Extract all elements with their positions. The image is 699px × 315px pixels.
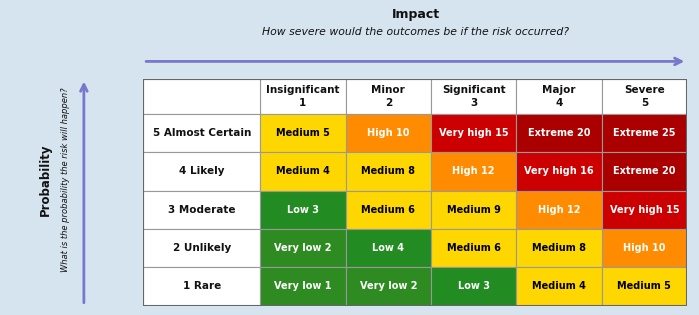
- Text: High 12: High 12: [452, 166, 495, 176]
- Text: High 10: High 10: [367, 128, 410, 138]
- Text: Low 3: Low 3: [287, 205, 319, 215]
- Text: Medium 5: Medium 5: [617, 281, 671, 291]
- Text: Very low 2: Very low 2: [359, 281, 417, 291]
- Bar: [602, 79, 687, 114]
- Bar: [143, 267, 260, 306]
- Bar: [143, 114, 260, 152]
- Bar: [602, 114, 687, 152]
- Bar: [431, 114, 517, 152]
- Text: High 10: High 10: [624, 243, 665, 253]
- Bar: [517, 114, 602, 152]
- Bar: [517, 79, 602, 114]
- Text: Very low 1: Very low 1: [274, 281, 331, 291]
- Bar: [260, 114, 345, 152]
- Text: Medium 8: Medium 8: [532, 243, 586, 253]
- Text: Extreme 20: Extreme 20: [528, 128, 590, 138]
- Bar: [345, 79, 431, 114]
- Text: What is the probability the risk will happen?: What is the probability the risk will ha…: [61, 87, 69, 272]
- Bar: [260, 79, 345, 114]
- Text: Medium 6: Medium 6: [447, 243, 500, 253]
- Text: 3 Moderate: 3 Moderate: [168, 205, 236, 215]
- Bar: [260, 191, 345, 229]
- Text: Probability: Probability: [39, 143, 52, 216]
- Text: Extreme 25: Extreme 25: [613, 128, 676, 138]
- Bar: [345, 114, 431, 152]
- Bar: [260, 229, 345, 267]
- Text: Impact: Impact: [392, 8, 440, 21]
- Text: 4 Likely: 4 Likely: [179, 166, 224, 176]
- Bar: [143, 229, 260, 267]
- Text: Major
4: Major 4: [542, 85, 576, 107]
- Bar: [345, 152, 431, 191]
- Bar: [260, 267, 345, 306]
- Bar: [431, 191, 517, 229]
- Text: Medium 6: Medium 6: [361, 205, 415, 215]
- Bar: [602, 152, 687, 191]
- Text: Low 3: Low 3: [458, 281, 490, 291]
- Bar: [602, 267, 687, 306]
- Text: Very high 16: Very high 16: [524, 166, 594, 176]
- Text: How severe would the outcomes be if the risk occurred?: How severe would the outcomes be if the …: [262, 27, 570, 37]
- Text: Insignificant
1: Insignificant 1: [266, 85, 340, 107]
- Text: Medium 4: Medium 4: [276, 166, 330, 176]
- Text: 5 Almost Certain: 5 Almost Certain: [152, 128, 251, 138]
- Text: Medium 9: Medium 9: [447, 205, 500, 215]
- Bar: [431, 229, 517, 267]
- Bar: [345, 229, 431, 267]
- Text: Medium 4: Medium 4: [532, 281, 586, 291]
- Bar: [517, 267, 602, 306]
- Bar: [143, 79, 260, 114]
- Bar: [602, 229, 687, 267]
- Text: Very high 15: Very high 15: [439, 128, 508, 138]
- Text: Very low 2: Very low 2: [274, 243, 331, 253]
- Text: High 12: High 12: [538, 205, 580, 215]
- Bar: [431, 152, 517, 191]
- Bar: [602, 191, 687, 229]
- Text: Minor
2: Minor 2: [371, 85, 405, 107]
- Text: Significant
3: Significant 3: [442, 85, 505, 107]
- Bar: [431, 79, 517, 114]
- Text: 2 Unlikely: 2 Unlikely: [173, 243, 231, 253]
- Bar: [517, 152, 602, 191]
- Text: 1 Rare: 1 Rare: [182, 281, 221, 291]
- Bar: [143, 191, 260, 229]
- Text: Very high 15: Very high 15: [610, 205, 679, 215]
- Text: Medium 5: Medium 5: [276, 128, 330, 138]
- Bar: [517, 229, 602, 267]
- Bar: [143, 152, 260, 191]
- Bar: [345, 191, 431, 229]
- Text: Low 4: Low 4: [373, 243, 404, 253]
- Text: Severe
5: Severe 5: [624, 85, 665, 107]
- Text: Medium 8: Medium 8: [361, 166, 415, 176]
- Text: Extreme 20: Extreme 20: [613, 166, 676, 176]
- Bar: [517, 191, 602, 229]
- Bar: [260, 152, 345, 191]
- Bar: [345, 267, 431, 306]
- Bar: [431, 267, 517, 306]
